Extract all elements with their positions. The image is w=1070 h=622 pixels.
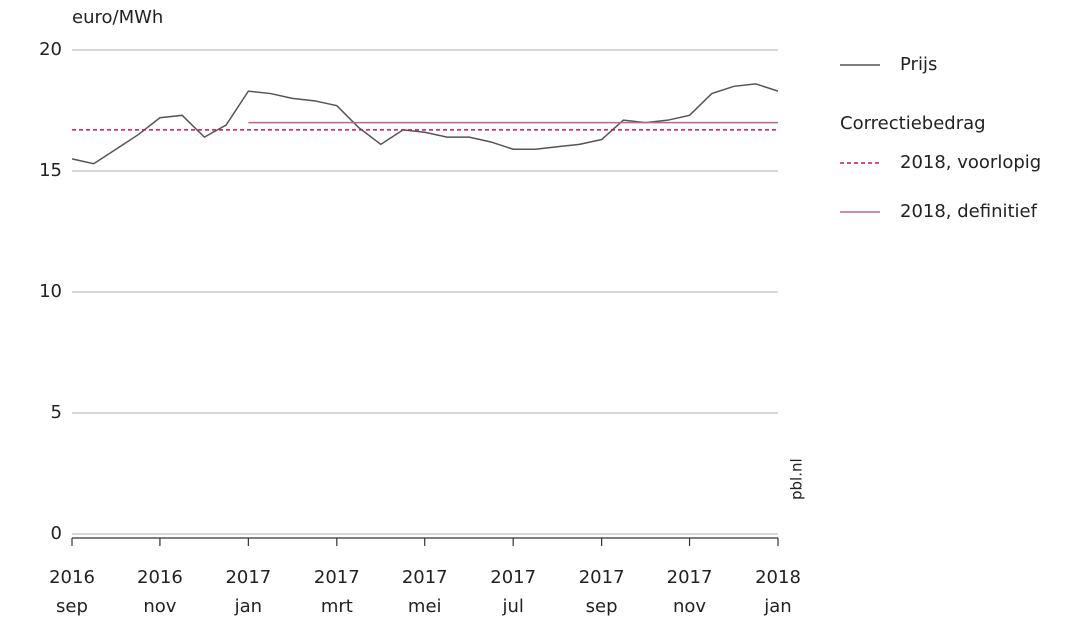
x-tick-month: mrt	[321, 596, 353, 617]
legend-label: 2018, voorlopig	[900, 152, 1041, 173]
y-tick-label: 0	[51, 523, 62, 544]
legend-label: 2018, definitief	[900, 201, 1038, 222]
y-tick-label: 20	[39, 39, 62, 60]
x-tick-year: 2017	[667, 567, 713, 588]
y-tick-label: 10	[39, 281, 62, 302]
x-tick-year: 2016	[49, 567, 95, 588]
x-tick-month: sep	[586, 596, 618, 617]
x-tick-year: 2016	[137, 567, 183, 588]
y-axis-label: euro/MWh	[72, 7, 163, 28]
source: pbl.nl	[788, 458, 806, 500]
x-tick-year: 2017	[225, 567, 271, 588]
line	[71, 83, 779, 165]
y-tick-label: 5	[51, 402, 62, 423]
x-tick-month: jan	[763, 596, 791, 617]
legend-title: Correctiebedrag	[840, 113, 986, 134]
x-tick-year: 2017	[579, 567, 625, 588]
y-tick-label: 15	[39, 160, 62, 181]
x-tick-month: nov	[143, 596, 176, 617]
x-tick-year: 2017	[490, 567, 536, 588]
x-tick-month: jul	[501, 596, 523, 617]
x-tick-year: 2017	[314, 567, 360, 588]
legend-label: Prijs	[900, 54, 937, 75]
x-tick-month: mei	[408, 596, 442, 617]
x-tick-year: 2018	[755, 567, 801, 588]
x-tick-month: jan	[234, 596, 262, 617]
x-tick-month: sep	[56, 596, 88, 617]
x-tick-year: 2017	[402, 567, 448, 588]
x-tick-month: nov	[673, 596, 706, 617]
